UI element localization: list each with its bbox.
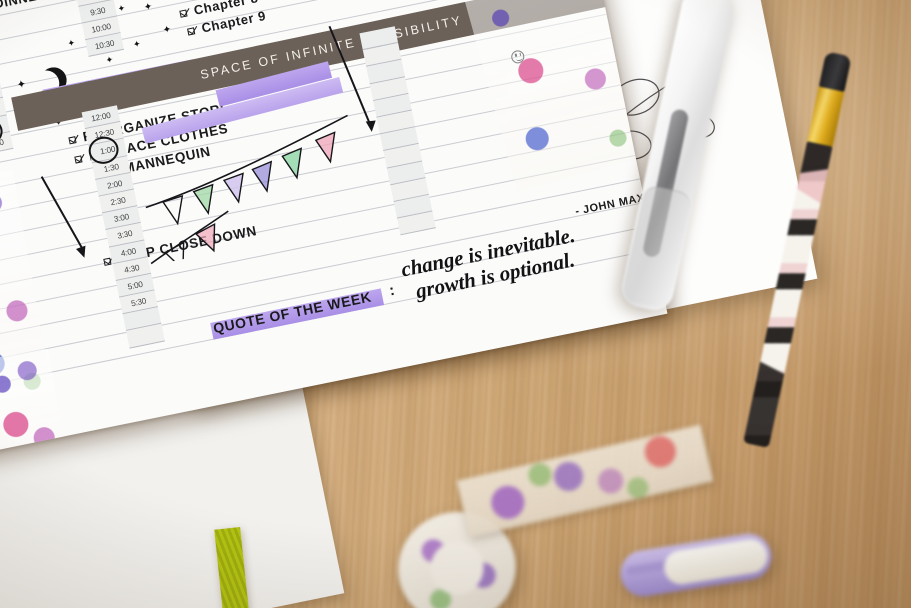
checkbox-checked-icon [74, 155, 83, 164]
star-icon: ✦ [66, 37, 77, 49]
bunting-flags-icon [145, 114, 348, 266]
star-icon: ✦ [15, 78, 28, 92]
checkbox-checked-icon [187, 27, 196, 36]
star-icon: ✦ [143, 1, 154, 14]
checkbox-checked-icon [179, 9, 188, 18]
checkbox-checked-icon [103, 257, 112, 266]
arrow-head-icon [365, 120, 377, 133]
star-icon: ✦ [104, 54, 115, 66]
star-icon: ✦ [132, 38, 142, 50]
star-icon: ✦ [161, 23, 173, 37]
star-icon: ✦ [116, 2, 127, 15]
notebook-planner-page: 6:00 6:30 7:00 7:30 8:00 8:30 9:00 9:30 … [0, 0, 667, 479]
checkbox-checked-icon [68, 136, 77, 145]
